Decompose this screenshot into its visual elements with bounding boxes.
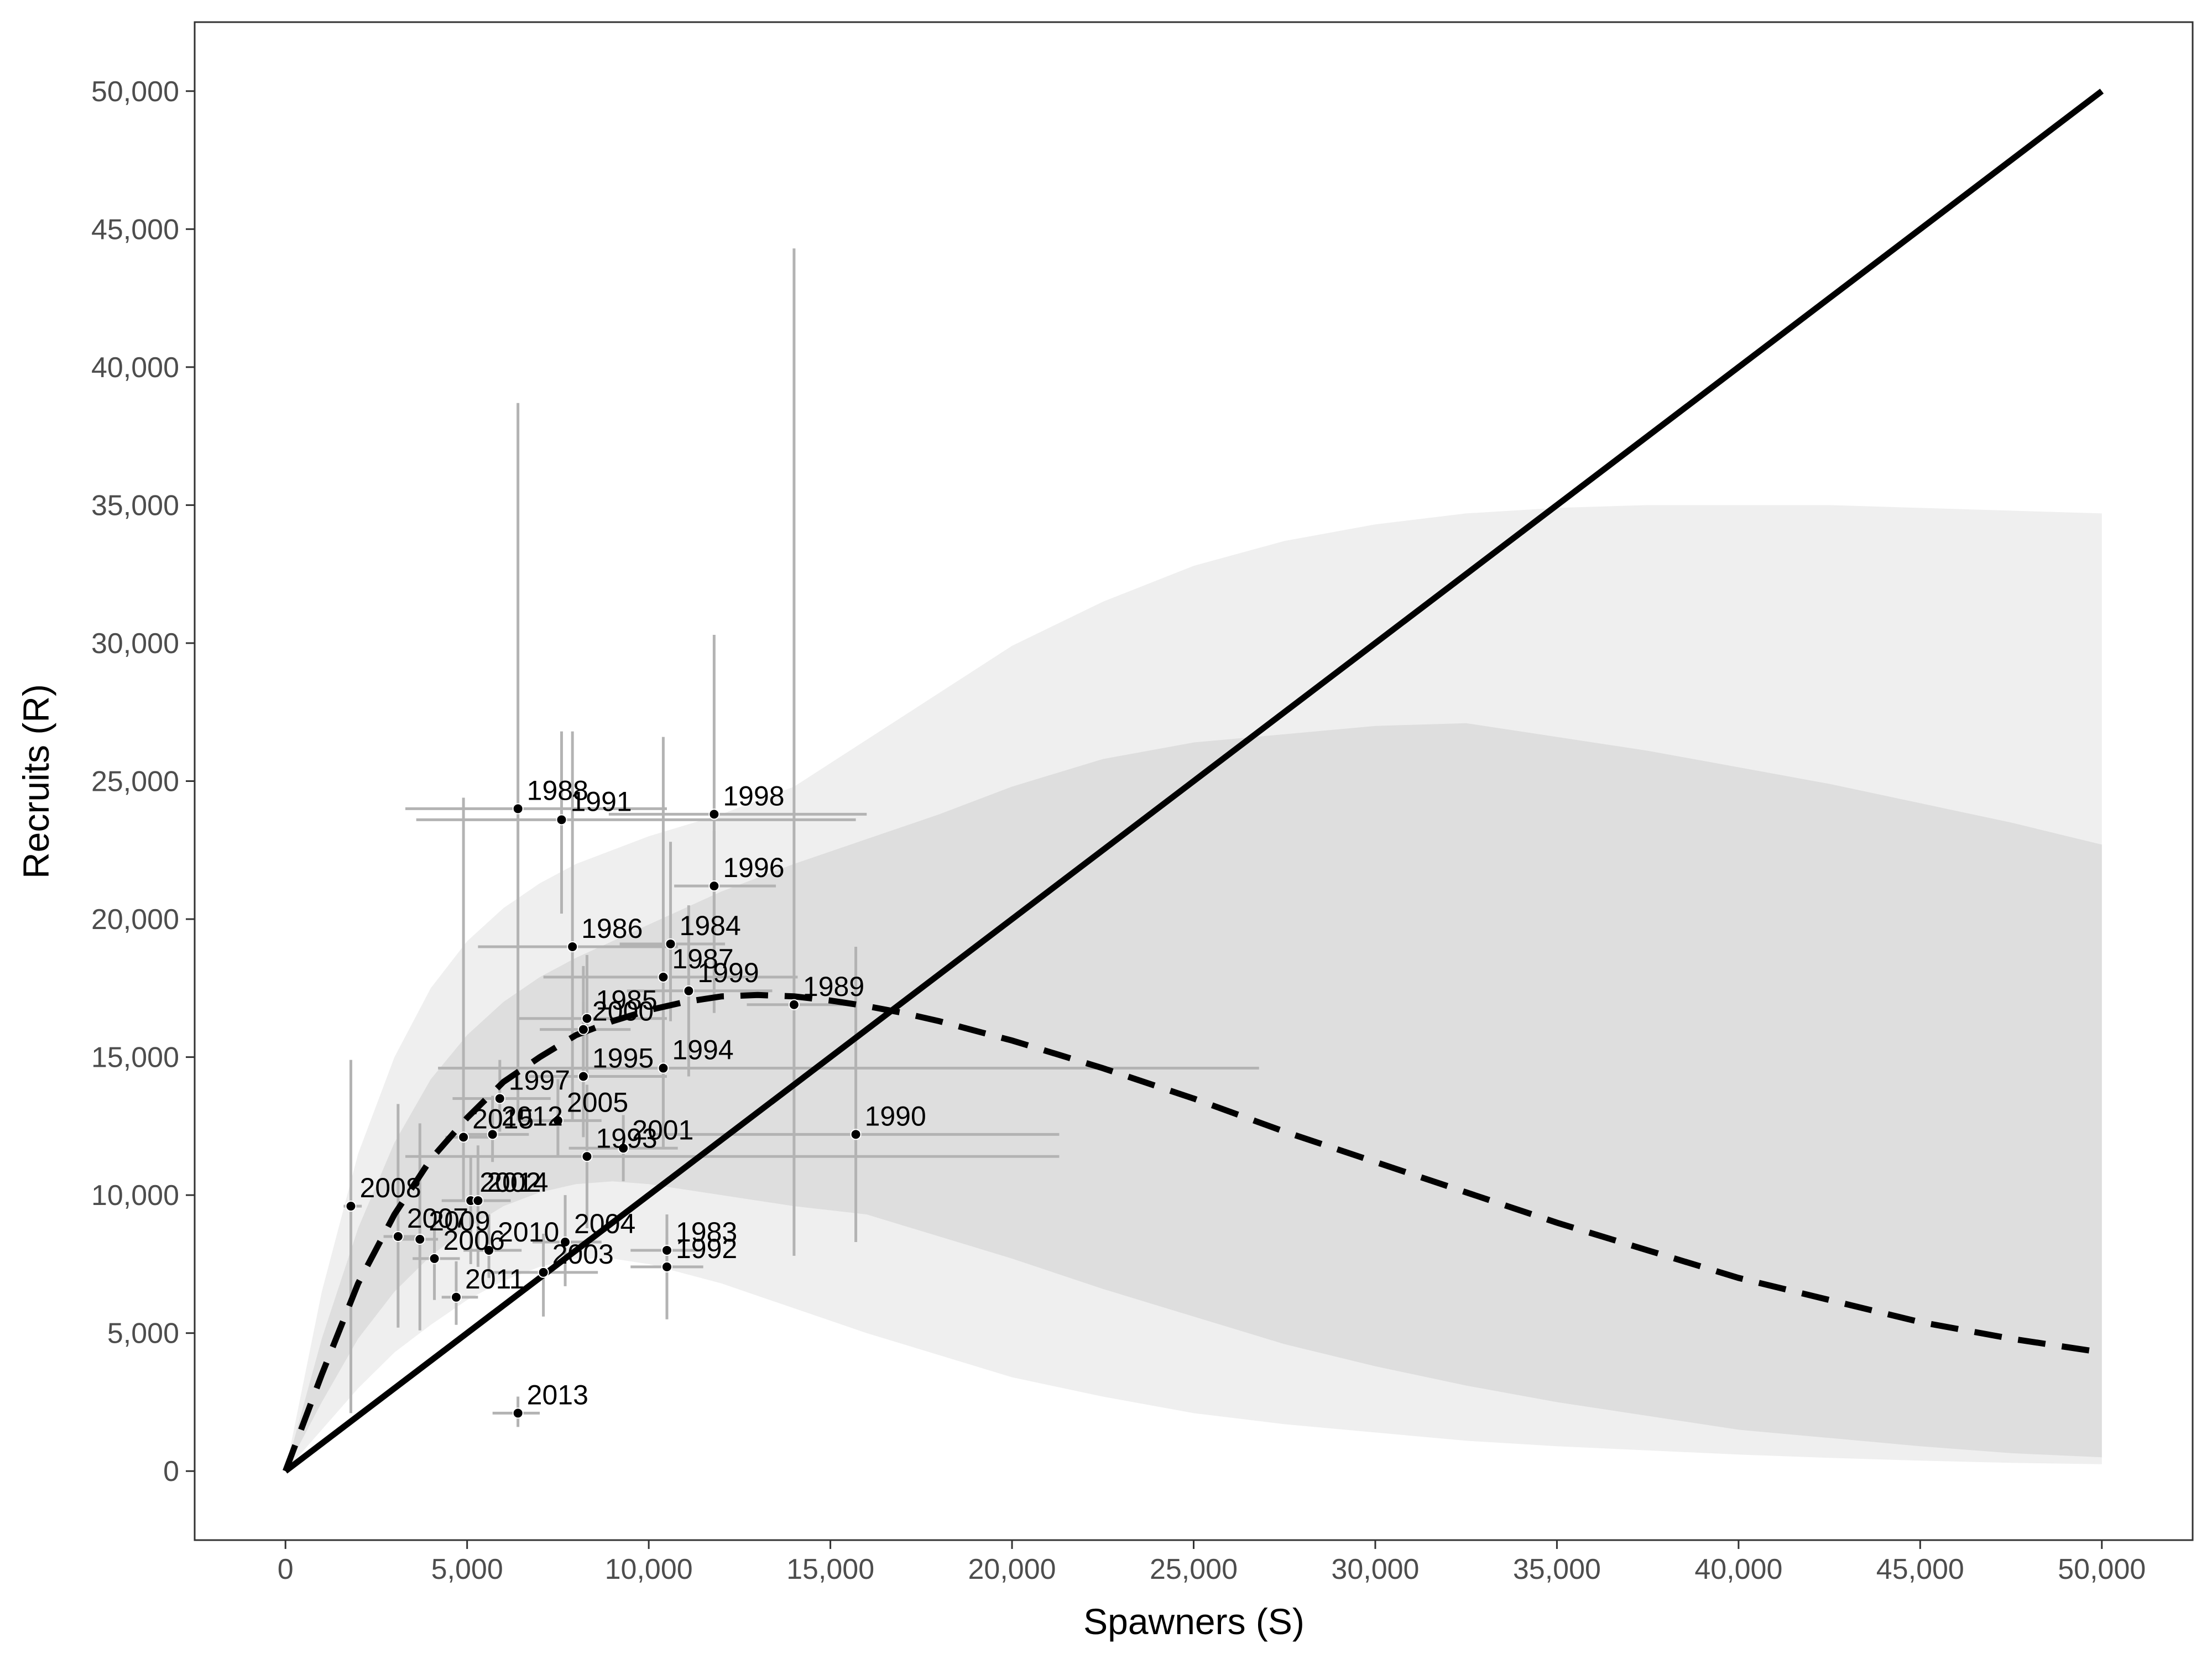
x-axis: 0 5,000 10,000 15,000 20,000 25,000 30,000 35,0… bbox=[278, 1540, 2146, 1585]
point-label-1986: 1986 bbox=[581, 913, 643, 944]
point-label-2003: 2003 bbox=[552, 1239, 614, 1270]
point-label-2009: 2009 bbox=[429, 1206, 490, 1237]
y-axis: 0 5,000 10,000 15,000 20,000 25,000 30,000 35,0… bbox=[91, 76, 195, 1488]
point-2007 bbox=[392, 1231, 404, 1242]
y-tick-label: 5,000 bbox=[107, 1318, 179, 1350]
point-label-2013: 2013 bbox=[527, 1379, 588, 1410]
point-label-2012: 2012 bbox=[502, 1100, 563, 1131]
y-tick-label: 0 bbox=[163, 1455, 179, 1488]
point-label-1998: 1998 bbox=[723, 780, 784, 811]
median-recruitment-curve bbox=[283, 992, 2103, 1473]
point-2003 bbox=[538, 1266, 549, 1278]
x-tick-label: 0 bbox=[278, 1553, 294, 1585]
point-labels: 1983 1984 1985 1986 1987 1988 1989 1990 1991 1992… bbox=[359, 775, 926, 1410]
point-1996 bbox=[708, 880, 720, 892]
point-2014 bbox=[472, 1195, 484, 1207]
model-lines bbox=[283, 88, 2104, 1474]
point-label-1999: 1999 bbox=[697, 957, 759, 988]
point-label-1995: 1995 bbox=[592, 1043, 654, 1074]
point-2005 bbox=[552, 1115, 564, 1126]
point-2000 bbox=[577, 1024, 589, 1035]
y-tick-label: 35,000 bbox=[91, 489, 179, 521]
point-label-1983: 1983 bbox=[676, 1217, 737, 1248]
x-tick-label: 45,000 bbox=[1876, 1553, 1964, 1585]
point-label-2008: 2008 bbox=[359, 1172, 421, 1203]
replacement-line bbox=[283, 88, 2104, 1474]
point-label-2005: 2005 bbox=[567, 1087, 628, 1118]
point-1999 bbox=[683, 985, 695, 997]
point-label-1994: 1994 bbox=[672, 1035, 733, 1066]
point-label-2007: 2007 bbox=[407, 1203, 468, 1234]
point-1998 bbox=[708, 808, 720, 820]
point-1995 bbox=[577, 1071, 589, 1082]
data-points bbox=[345, 803, 862, 1419]
point-2009 bbox=[414, 1233, 426, 1245]
point-label-2002: 2002 bbox=[479, 1167, 541, 1198]
point-1985 bbox=[581, 1013, 593, 1024]
point-label-2014: 2014 bbox=[487, 1167, 548, 1198]
x-tick-label: 20,000 bbox=[968, 1553, 1056, 1585]
x-axis-title: Spawners (S) bbox=[1083, 1601, 1305, 1642]
x-tick-label: 50,000 bbox=[2058, 1553, 2146, 1585]
point-1992 bbox=[661, 1261, 672, 1272]
point-1988 bbox=[512, 803, 524, 815]
point-label-1990: 1990 bbox=[865, 1100, 926, 1131]
point-label-1991: 1991 bbox=[570, 786, 632, 817]
point-label-2004: 2004 bbox=[574, 1208, 635, 1239]
point-1989 bbox=[788, 999, 800, 1010]
point-1997 bbox=[494, 1093, 505, 1104]
point-2004 bbox=[560, 1236, 571, 1248]
y-axis-title: Recruits (R) bbox=[15, 684, 56, 879]
x-tick-label: 15,000 bbox=[786, 1553, 874, 1585]
point-2008 bbox=[345, 1201, 357, 1212]
point-label-1993: 1993 bbox=[596, 1123, 657, 1154]
point-label-2006: 2006 bbox=[444, 1225, 505, 1256]
point-label-1992: 1992 bbox=[676, 1233, 737, 1264]
y-tick-label: 10,000 bbox=[91, 1180, 179, 1212]
point-2006 bbox=[429, 1253, 440, 1264]
point-label-1989: 1989 bbox=[803, 971, 864, 1002]
x-tick-label: 25,000 bbox=[1150, 1553, 1238, 1585]
point-1990 bbox=[850, 1129, 862, 1140]
y-tick-label: 50,000 bbox=[91, 76, 179, 108]
y-tick-label: 40,000 bbox=[91, 352, 179, 384]
point-label-2011: 2011 bbox=[465, 1264, 525, 1295]
point-label-1987: 1987 bbox=[672, 943, 733, 974]
x-tick-label: 35,000 bbox=[1513, 1553, 1601, 1585]
point-label-1984: 1984 bbox=[680, 910, 741, 941]
point-1984 bbox=[665, 938, 676, 950]
point-label-2001: 2001 bbox=[632, 1114, 693, 1145]
point-2015 bbox=[458, 1131, 469, 1143]
point-label-2000: 2000 bbox=[592, 996, 654, 1027]
point-label-2010: 2010 bbox=[498, 1217, 559, 1248]
point-2011 bbox=[450, 1291, 462, 1303]
y-tick-label: 15,000 bbox=[91, 1042, 179, 1074]
y-tick-label: 30,000 bbox=[91, 628, 179, 660]
point-1991 bbox=[556, 814, 567, 826]
point-2013 bbox=[512, 1407, 524, 1419]
x-tick-label: 5,000 bbox=[431, 1553, 503, 1585]
point-1994 bbox=[658, 1062, 669, 1074]
y-tick-label: 20,000 bbox=[91, 904, 179, 936]
point-1986 bbox=[567, 941, 578, 952]
point-2001 bbox=[618, 1142, 629, 1154]
point-2010 bbox=[483, 1244, 495, 1256]
plot-area: 1983 1984 1985 1986 1987 1988 1989 1990 1991 1992… bbox=[283, 88, 2104, 1474]
point-label-1985: 1985 bbox=[596, 985, 657, 1016]
y-tick-label: 45,000 bbox=[91, 213, 179, 246]
x-tick-label: 10,000 bbox=[605, 1553, 693, 1585]
point-1987 bbox=[658, 971, 669, 983]
x-tick-label: 30,000 bbox=[1331, 1553, 1419, 1585]
point-1993 bbox=[581, 1151, 593, 1162]
point-2012 bbox=[487, 1129, 498, 1140]
point-1983 bbox=[661, 1244, 672, 1256]
point-label-1996: 1996 bbox=[723, 852, 784, 883]
x-tick-label: 40,000 bbox=[1694, 1553, 1782, 1585]
point-label-1988: 1988 bbox=[527, 775, 588, 806]
point-label-2015: 2015 bbox=[472, 1103, 534, 1134]
point-label-1997: 1997 bbox=[509, 1065, 570, 1095]
y-tick-label: 25,000 bbox=[91, 766, 179, 798]
